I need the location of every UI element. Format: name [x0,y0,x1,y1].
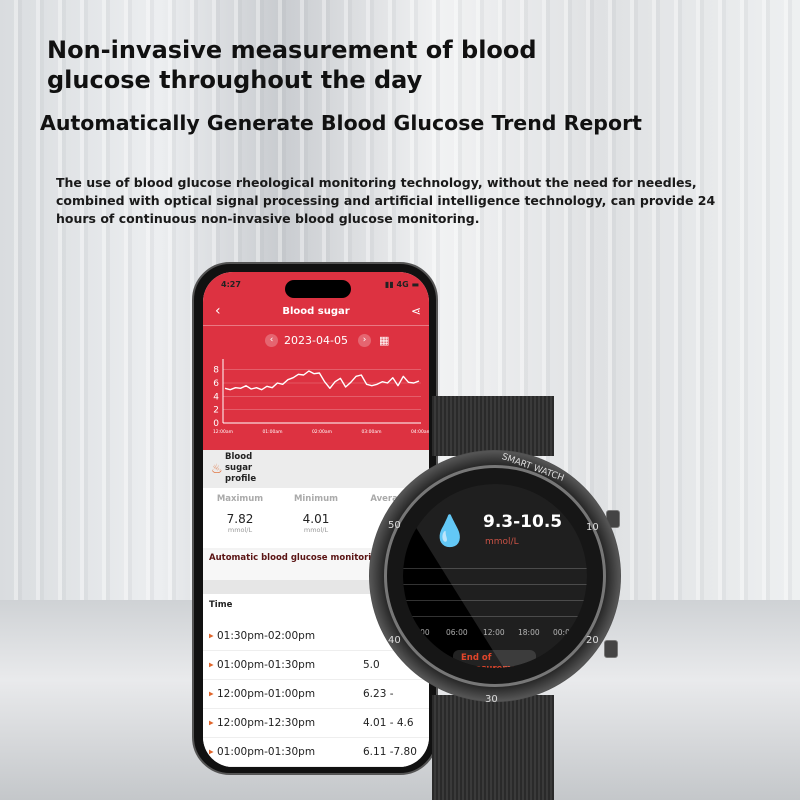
page-title: Blood sugar [282,306,350,317]
stat-label: Maximum [216,494,264,504]
watch-band-bottom [432,695,554,800]
watch-face: 💧 9.3-10.5 mmol/L 00:00 06:00 12:00 18:0… [403,484,587,668]
row-value: 5.0 [363,659,380,671]
calendar-icon[interactable]: ▦ [379,334,390,347]
blood-drop-icon: 💧 [431,514,469,549]
table-row[interactable]: ▶ 12:00pm-12:30pm 4.01 - 4.6 [203,709,429,738]
blood-drop-icon: ♨ [211,462,223,477]
grid-line [403,568,587,569]
watch-x-tick: 00:00 [553,628,575,637]
grid-line [403,616,587,617]
stat-maximum: Maximum 7.82 mmol/L [205,494,275,534]
x-tick-label: 04:00am [411,429,429,435]
next-date-button[interactable]: › [358,334,371,347]
table-row[interactable]: ▶ 01:30pm-02:00pm [203,622,429,651]
stat-unit: mmol/L [227,526,253,534]
x-tick-label: 02:00am [312,429,332,435]
bezel-number: 10 [586,522,599,533]
y-tick-label: 0 [213,419,219,429]
end-measurement-button[interactable]: End of measurement [453,650,536,668]
row-value: 4.01 - 4.6 [363,717,414,729]
watch-x-tick: 00:00 [408,628,430,637]
status-network: ▮▮ 4G ▬ [384,280,419,289]
status-time: 4:27 [221,280,241,289]
glass-glare [409,484,587,668]
y-tick-label: 8 [213,366,219,376]
network-label: 4G [396,280,409,289]
row-time: 12:00pm-12:30pm [216,717,316,729]
bezel-number: 20 [586,635,599,646]
row-time: 01:00pm-01:30pm [216,746,316,758]
records-table: Time ▶ 01:30pm-02:00pm ▶ 01:00pm-01:30pm 5… [203,594,429,767]
stat-minimum: Minimum 4.01 mmol/L [281,494,351,534]
watch-x-tick: 06:00 [446,628,468,637]
row-time: 12:00pm-01:00pm [216,688,316,700]
bezel-number: 30 [485,694,498,705]
prev-date-button[interactable]: ‹ [265,334,278,347]
arrow-icon: ▶ [209,690,214,698]
blood-sugar-line [224,370,420,391]
y-tick-label: 4 [213,392,219,402]
subheadline: Automatically Generate Blood Glucose Tre… [40,111,642,135]
stat-value: 7.82 [226,512,254,526]
y-tick-label: 2 [213,406,219,416]
bezel-number: 40 [388,635,401,646]
stat-label: Minimum [293,494,339,504]
table-row[interactable]: ▶ 01:00pm-01:30pm 5.0 [203,651,429,680]
share-icon[interactable]: ⋖ [410,304,421,318]
grid-line [403,600,587,601]
watch-button-bottom[interactable] [604,640,618,658]
arrow-icon: ▶ [209,661,214,669]
app-header: 4:27 ▮▮ 4G ▬ ‹ Blood sugar ⋖ ‹ 2023-04-0… [203,272,429,450]
grid-line [403,584,587,585]
stat-unit: mmol/L [303,526,329,534]
x-tick-label: 12:00am [213,429,233,435]
row-time: 01:30pm-02:00pm [216,630,316,642]
row-value: 6.11 -7.80 [363,746,417,758]
watch-x-tick: 12:00 [483,628,505,637]
date-label: 2023-04-05 [284,334,348,347]
y-tick-label: 6 [213,379,219,389]
divider [203,325,429,326]
profile-title: Blood sugar profile [225,452,257,484]
glucose-unit: mmol/L [485,537,519,547]
glucose-value: 9.3-10.5 [483,512,563,532]
x-tick-label: 01:00am [262,429,282,435]
back-icon[interactable]: ‹ [215,303,221,319]
arrow-icon: ▶ [209,632,214,640]
arrow-icon: ▶ [209,719,214,727]
table-row[interactable]: ▶ 12:00pm-01:00pm 6.23 - [203,680,429,709]
row-value: 6.23 - [363,688,394,700]
x-tick-label: 03:00am [361,429,381,435]
table-row[interactable]: ▶ 01:00pm-01:30pm 6.11 -7.80 [203,738,429,767]
table-header: Time [209,600,233,610]
dynamic-island [285,280,351,298]
blood-sugar-chart: 0 2 4 6 8 12:00am 01:00am 02:00am 03:00am 04:00am [213,359,429,435]
row-time: 01:00pm-01:30pm [216,659,316,671]
profile-header: ♨ Blood sugar profile [203,450,429,488]
description: The use of blood glucose rheological mon… [56,175,716,226]
watch-band-top [432,396,554,456]
watch-x-tick: 18:00 [518,628,540,637]
stat-label: Average [370,494,410,504]
bezel-number: 50 [388,520,401,531]
arrow-icon: ▶ [209,748,214,756]
stat-value: 4.01 [302,512,330,526]
headline: Non-invasive measurement of blood glucos… [47,36,537,94]
